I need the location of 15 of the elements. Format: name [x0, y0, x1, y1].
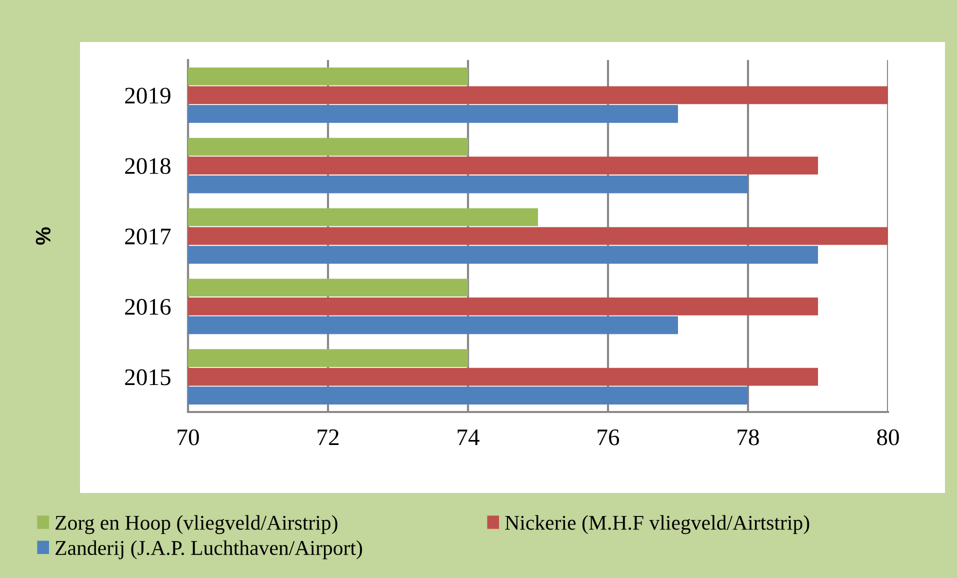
y-tick-label: 2016 [125, 298, 171, 315]
y-axis-title: % [36, 227, 51, 245]
y-tick-label: 2018 [125, 158, 170, 174]
x-tick-label: 78 [738, 429, 759, 446]
y-tick-label: 2017 [125, 228, 171, 244]
legend-label: Nickerie (M.H.F vliegveld/Airtstrip) [505, 515, 810, 534]
y-tick-label: 2015 [125, 369, 170, 386]
x-tick-label: 76 [598, 429, 620, 446]
y-tick-label: 2019 [125, 88, 170, 104]
legend-label: Zorg en Hoop (vliegveld/Airstrip) [56, 515, 338, 534]
legend-label: Zanderij (J.A.P. Luchthaven/Airport) [56, 540, 362, 560]
x-tick-label: 74 [458, 430, 480, 446]
x-tick-label: 72 [318, 429, 339, 446]
x-tick-label: 70 [178, 429, 199, 446]
x-tick-label: 80 [877, 429, 899, 446]
